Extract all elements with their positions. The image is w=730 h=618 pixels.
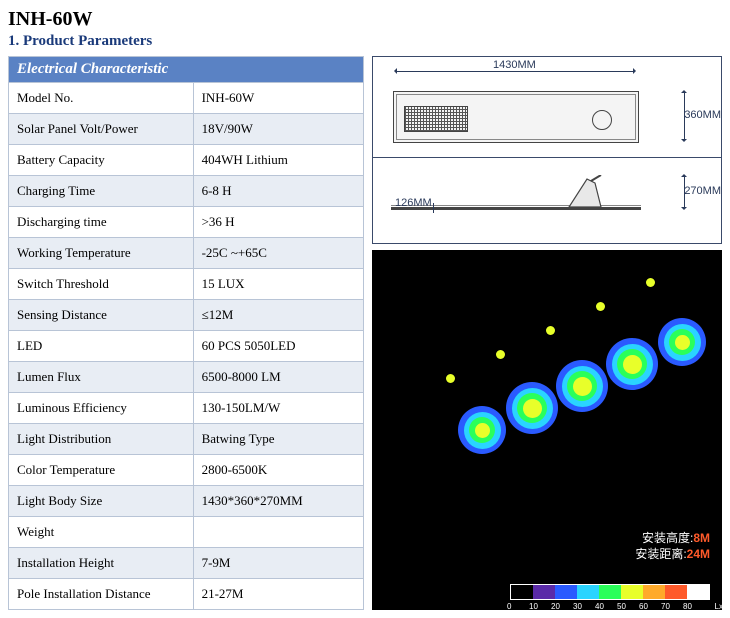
spec-value: 21-27M bbox=[193, 579, 363, 610]
spec-value: 7-9M bbox=[193, 548, 363, 579]
table-row: Pole Installation Distance21-27M bbox=[9, 579, 364, 610]
spec-value: 18V/90W bbox=[193, 114, 363, 145]
spec-label: Installation Height bbox=[9, 548, 194, 579]
table-row: Color Temperature2800-6500K bbox=[9, 455, 364, 486]
dim-270-label: 270MM bbox=[684, 185, 721, 197]
table-row: Light DistributionBatwing Type bbox=[9, 424, 364, 455]
legend-swatch: 70 bbox=[665, 585, 687, 599]
spec-value: 60 PCS 5050LED bbox=[193, 331, 363, 362]
spec-value: Batwing Type bbox=[193, 424, 363, 455]
dim-arrow-width bbox=[395, 71, 635, 72]
spec-label: Weight bbox=[9, 517, 194, 548]
table-row: LED60 PCS 5050LED bbox=[9, 331, 364, 362]
spec-value: 15 LUX bbox=[193, 269, 363, 300]
technical-drawing: 1430MM 360MM 126MM 270MM bbox=[372, 56, 722, 244]
spec-label: LED bbox=[9, 331, 194, 362]
lux-spot bbox=[475, 423, 490, 438]
spec-label: Sensing Distance bbox=[9, 300, 194, 331]
spec-label: Light Body Size bbox=[9, 486, 194, 517]
install-distance-label: 安装距离:24M bbox=[635, 545, 710, 562]
spec-value: 6500-8000 LM bbox=[193, 362, 363, 393]
lux-spot bbox=[623, 355, 642, 374]
lux-small-spot bbox=[496, 350, 505, 359]
device-top-view bbox=[393, 91, 639, 143]
lux-small-spot bbox=[646, 278, 655, 287]
spec-table: Electrical Characteristic Model No.INH-6… bbox=[8, 56, 364, 610]
legend-swatch: 40 bbox=[599, 585, 621, 599]
legend-swatch: 80Lx bbox=[687, 585, 709, 599]
spec-label: Luminous Efficiency bbox=[9, 393, 194, 424]
spec-label: Working Temperature bbox=[9, 238, 194, 269]
legend-swatch: 50 bbox=[621, 585, 643, 599]
legend-swatch: 10 bbox=[533, 585, 555, 599]
dim-width-label: 1430MM bbox=[493, 59, 536, 71]
main-layout: Electrical Characteristic Model No.INH-6… bbox=[8, 56, 722, 610]
table-row: Discharging time>36 H bbox=[9, 207, 364, 238]
table-row: Lumen Flux6500-8000 LM bbox=[9, 362, 364, 393]
section-subtitle: 1. Product Parameters bbox=[8, 33, 722, 50]
lens-icon bbox=[592, 110, 612, 130]
table-row: Working Temperature-25C ~+65C bbox=[9, 238, 364, 269]
spec-label: Pole Installation Distance bbox=[9, 579, 194, 610]
spec-label: Switch Threshold bbox=[9, 269, 194, 300]
lux-spot bbox=[523, 399, 542, 418]
spec-table-header: Electrical Characteristic bbox=[9, 57, 364, 83]
light-distribution-render: 安装高度:8M 安装距离:24M 01020304050607080Lx bbox=[372, 250, 722, 610]
table-row: Charging Time6-8 H bbox=[9, 176, 364, 207]
spec-value: >36 H bbox=[193, 207, 363, 238]
table-row: Solar Panel Volt/Power18V/90W bbox=[9, 114, 364, 145]
legend-swatch: 30 bbox=[577, 585, 599, 599]
lux-spot bbox=[675, 335, 690, 350]
spec-label: Lumen Flux bbox=[9, 362, 194, 393]
mesh-panel bbox=[404, 106, 468, 132]
spec-label: Discharging time bbox=[9, 207, 194, 238]
legend-swatch: 20 bbox=[555, 585, 577, 599]
legend-swatch: 60 bbox=[643, 585, 665, 599]
lux-small-spot bbox=[446, 374, 455, 383]
mount-bracket-icon bbox=[561, 175, 611, 209]
table-row: Weight bbox=[9, 517, 364, 548]
table-row: Model No.INH-60W bbox=[9, 83, 364, 114]
table-row: Switch Threshold15 LUX bbox=[9, 269, 364, 300]
install-height-label: 安装高度:8M bbox=[642, 529, 710, 546]
spec-label: Light Distribution bbox=[9, 424, 194, 455]
spec-value: -25C ~+65C bbox=[193, 238, 363, 269]
spec-value: 6-8 H bbox=[193, 176, 363, 207]
table-row: Luminous Efficiency130-150LM/W bbox=[9, 393, 364, 424]
right-column: 1430MM 360MM 126MM 270MM bbox=[372, 56, 722, 610]
dim-360-label: 360MM bbox=[684, 109, 721, 121]
lux-legend: 01020304050607080Lx bbox=[510, 584, 710, 600]
product-title: INH-60W bbox=[8, 8, 722, 31]
spec-value: 404WH Lithium bbox=[193, 145, 363, 176]
spec-label: Solar Panel Volt/Power bbox=[9, 114, 194, 145]
table-row: Light Body Size1430*360*270MM bbox=[9, 486, 364, 517]
lux-spot bbox=[573, 377, 592, 396]
lux-small-spot bbox=[546, 326, 555, 335]
spec-value: 1430*360*270MM bbox=[193, 486, 363, 517]
spec-value: ≤12M bbox=[193, 300, 363, 331]
spec-value: INH-60W bbox=[193, 83, 363, 114]
spec-table-container: Electrical Characteristic Model No.INH-6… bbox=[8, 56, 364, 610]
spec-label: Model No. bbox=[9, 83, 194, 114]
table-row: Installation Height7-9M bbox=[9, 548, 364, 579]
spec-label: Battery Capacity bbox=[9, 145, 194, 176]
spec-value: 2800-6500K bbox=[193, 455, 363, 486]
dim-126-label: 126MM bbox=[395, 197, 432, 209]
table-row: Battery Capacity404WH Lithium bbox=[9, 145, 364, 176]
spec-value: 130-150LM/W bbox=[193, 393, 363, 424]
legend-swatch: 0 bbox=[511, 585, 533, 599]
spec-label: Color Temperature bbox=[9, 455, 194, 486]
table-row: Sensing Distance≤12M bbox=[9, 300, 364, 331]
spec-value bbox=[193, 517, 363, 548]
spec-label: Charging Time bbox=[9, 176, 194, 207]
lux-small-spot bbox=[596, 302, 605, 311]
